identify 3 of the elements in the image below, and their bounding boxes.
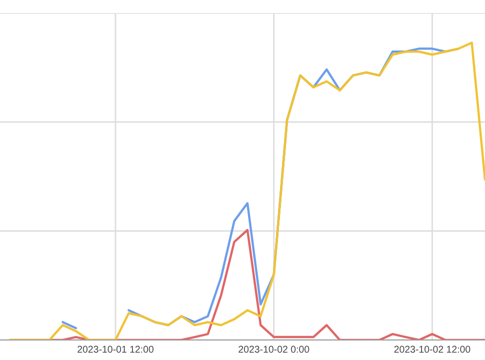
x-tick-label: 2023-10-01 12:00	[78, 346, 154, 353]
x-tick-label: 2023-10-02 0:00	[238, 346, 310, 353]
x-tick-label: 2023-10-02 12:00	[394, 346, 470, 353]
